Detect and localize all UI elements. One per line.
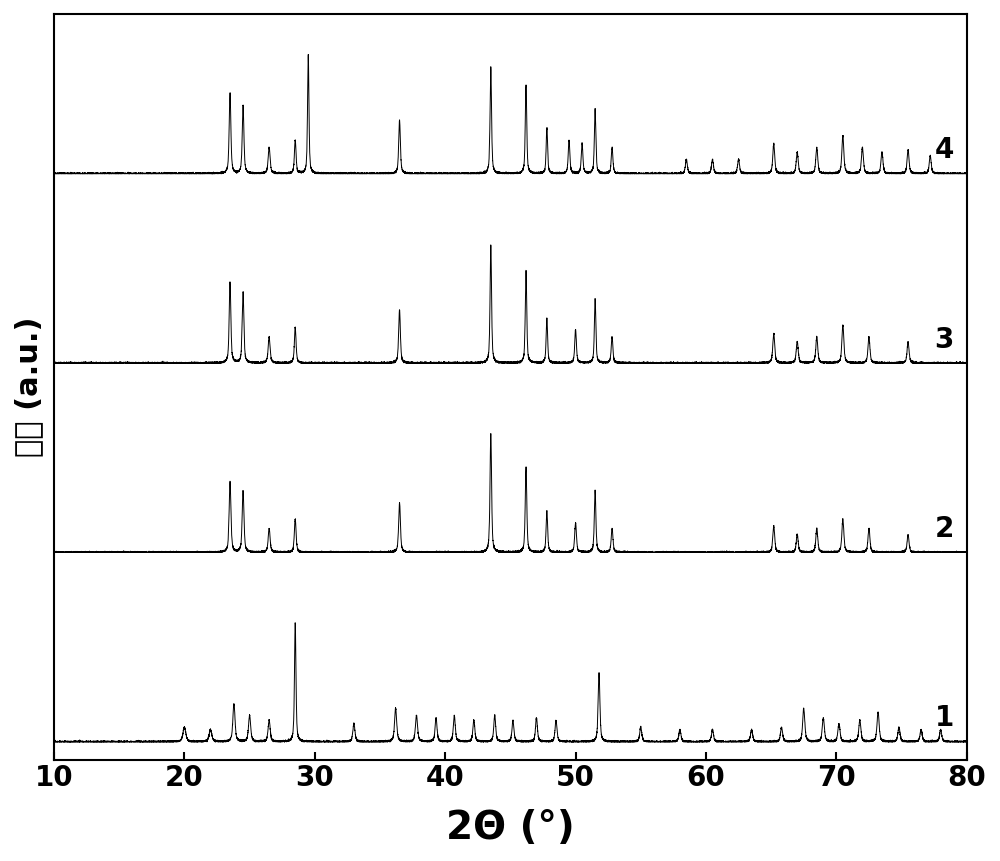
Text: 1: 1 xyxy=(934,704,954,733)
Text: 2: 2 xyxy=(934,515,954,543)
Text: 3: 3 xyxy=(934,325,954,354)
Text: 4: 4 xyxy=(934,136,954,164)
Y-axis label: 强度 (a.u.): 强度 (a.u.) xyxy=(14,317,43,457)
X-axis label: 2Θ (°): 2Θ (°) xyxy=(446,809,575,847)
